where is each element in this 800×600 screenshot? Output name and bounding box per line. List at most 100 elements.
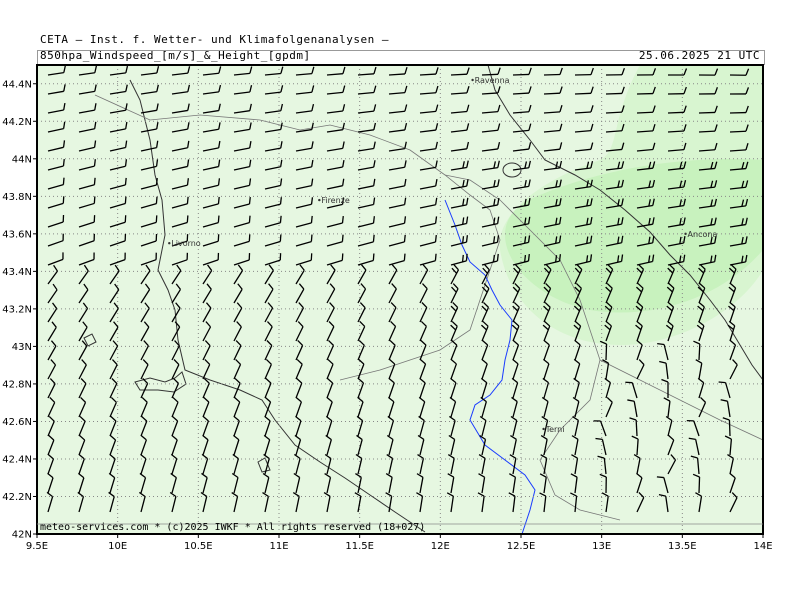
wind-barb <box>202 396 210 418</box>
wind-barb <box>727 320 736 342</box>
wind-barb <box>264 159 283 171</box>
wind-barb <box>667 263 675 285</box>
wind-barb <box>140 215 158 228</box>
wind-barb <box>636 198 655 209</box>
wind-barb <box>47 102 66 114</box>
wind-barb <box>574 105 594 114</box>
wind-barb <box>263 434 271 456</box>
wind-barb <box>357 122 377 133</box>
wind-barb <box>599 473 607 494</box>
wind-barb <box>636 179 656 190</box>
wind-barb <box>109 396 117 418</box>
wind-barb <box>419 67 439 76</box>
wind-barb <box>419 253 437 266</box>
wind-barb <box>294 434 302 456</box>
wind-barb <box>729 236 748 247</box>
wind-barb <box>233 358 242 380</box>
wind-barb <box>295 340 304 361</box>
wind-barb <box>605 254 624 266</box>
wind-barb <box>450 320 458 342</box>
wind-barb <box>233 196 251 209</box>
wind-barb <box>698 105 718 114</box>
wind-barb <box>77 491 85 513</box>
wind-barb <box>200 491 208 513</box>
wind-barb <box>326 377 334 399</box>
wind-barb <box>595 437 607 456</box>
wind-barb <box>667 235 686 247</box>
wind-barb <box>295 197 314 209</box>
y-tick-label: 42.8N <box>2 379 32 390</box>
wind-barb <box>78 359 87 380</box>
wind-barb <box>388 320 397 342</box>
city-marker <box>318 198 321 202</box>
wind-barb <box>481 67 501 76</box>
wind-barb <box>171 215 189 228</box>
wind-barb <box>635 282 644 304</box>
wind-barb <box>658 493 669 513</box>
wind-barb <box>292 492 300 513</box>
wind-barb <box>573 358 581 380</box>
wind-barb <box>416 492 424 513</box>
wind-barb <box>388 122 408 133</box>
wind-barb <box>601 492 609 513</box>
x-axis: 9.5E 10E 10.5E 11E 11.5E 12E 12.5E 13E 13.5E 14E <box>26 534 773 552</box>
wind-barb <box>686 420 700 437</box>
wind-barb <box>605 86 625 95</box>
wind-barb <box>78 340 88 361</box>
wind-barb <box>47 121 66 133</box>
wind-barb <box>295 377 303 399</box>
wind-barb <box>419 302 428 323</box>
wind-barb <box>140 378 149 399</box>
wind-barb <box>264 178 283 190</box>
wind-barb <box>78 233 95 247</box>
wind-barb <box>667 217 686 228</box>
wind-barb <box>450 104 470 114</box>
wind-barb <box>109 233 127 247</box>
wind-barb <box>140 252 157 266</box>
wind-barb <box>540 435 548 456</box>
x-tick-label: 13E <box>592 541 611 552</box>
wind-barb <box>479 415 487 437</box>
wind-barb <box>47 264 58 285</box>
wind-barb <box>202 340 211 361</box>
wind-barb <box>47 252 64 266</box>
wind-barb <box>109 283 120 304</box>
wind-barb <box>326 104 346 114</box>
wind-barb <box>724 435 733 456</box>
wind-barb <box>357 321 366 342</box>
island-small-2 <box>257 457 271 473</box>
wind-barb <box>480 320 489 342</box>
wind-barb <box>573 377 580 399</box>
wind-barb <box>605 396 613 418</box>
wind-barb <box>636 86 656 95</box>
wind-barb <box>294 453 301 475</box>
wind-barb <box>512 264 521 285</box>
wind-barb <box>357 178 376 190</box>
wind-barb <box>47 340 57 361</box>
wind-barb <box>450 216 469 228</box>
wind-barb <box>388 234 406 247</box>
wind-barb <box>202 415 210 437</box>
wind-barb <box>419 235 437 247</box>
wind-barb <box>202 321 212 342</box>
wind-barb <box>326 339 335 361</box>
wind-barb <box>140 434 147 456</box>
wind-barb <box>233 396 241 418</box>
wind-barb <box>202 234 220 247</box>
wind-barb <box>698 180 718 190</box>
title-box <box>37 50 765 65</box>
wind-barb <box>202 252 220 266</box>
city-label: Livorno <box>171 239 201 248</box>
wind-barb <box>140 66 160 76</box>
wind-barb <box>78 378 87 399</box>
wind-barb <box>78 396 87 418</box>
wind-barb <box>388 253 406 266</box>
wind-barb <box>326 321 335 342</box>
wind-barb <box>46 491 54 513</box>
wind-barb <box>78 177 96 190</box>
wind-barb <box>78 434 86 456</box>
wind-barb <box>357 283 367 304</box>
wind-barb <box>688 437 700 456</box>
wind-barb <box>140 321 150 342</box>
wind-barb <box>295 321 304 342</box>
